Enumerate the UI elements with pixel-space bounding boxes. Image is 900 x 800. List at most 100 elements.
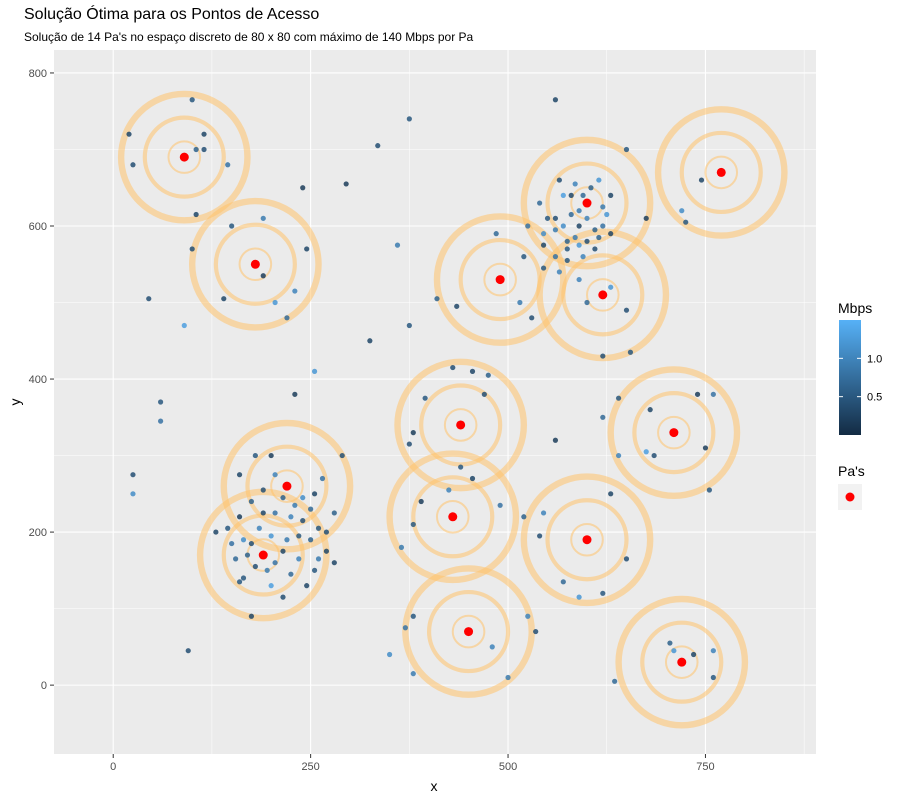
user-point [308, 537, 314, 543]
chart-title: Solução Ótima para os Pontos de Acesso [24, 6, 320, 23]
coverage-ring [142, 115, 226, 199]
user-point [126, 131, 132, 137]
user-point [300, 185, 306, 191]
user-point [343, 181, 349, 187]
x-axis-label: x [431, 778, 438, 794]
user-point [386, 651, 393, 658]
user-point [600, 223, 606, 229]
user-point [236, 579, 243, 585]
user-point [525, 613, 531, 619]
user-point [446, 487, 452, 493]
user-point [193, 211, 199, 218]
user-point [576, 223, 582, 229]
user-point [608, 231, 614, 237]
user-point [600, 414, 606, 420]
user-point [568, 192, 574, 198]
coverage-ring [433, 213, 567, 346]
user-point [268, 533, 274, 539]
user-point [710, 648, 716, 654]
user-point [568, 211, 574, 218]
user-point [552, 97, 559, 103]
user-point [272, 510, 278, 516]
pa-legend-title: Pa's [838, 463, 865, 479]
user-point [410, 430, 416, 436]
coverage-ring [520, 473, 654, 607]
y-tick-label: 0 [41, 680, 47, 692]
coverage-ring [443, 408, 478, 442]
user-point [248, 613, 255, 619]
user-point [623, 556, 630, 562]
coverage-ring [679, 130, 763, 215]
user-point [651, 452, 657, 459]
user-point [189, 246, 195, 252]
user-point [694, 391, 701, 397]
user-point [185, 648, 191, 654]
user-point [130, 162, 136, 168]
user-point [260, 273, 266, 279]
user-point [244, 552, 251, 558]
user-point [308, 506, 314, 512]
coverage-ring [426, 589, 511, 674]
user-point [406, 116, 412, 122]
user-point [292, 391, 298, 397]
coverage-ring [640, 620, 724, 704]
access-points [179, 152, 726, 667]
user-point [272, 560, 278, 566]
coverage-ring [704, 155, 739, 190]
user-point [450, 364, 456, 371]
x-tick-label: 500 [499, 761, 517, 773]
user-point [537, 200, 543, 206]
user-point [264, 567, 270, 573]
user-point [225, 525, 231, 531]
user-point [296, 533, 302, 539]
axes: 0 250 500 750 0 200 400 600 800 [29, 68, 715, 773]
user-point [280, 495, 286, 501]
user-point [592, 246, 598, 252]
chart-subtitle: Solução de 14 Pa's no espaço discreto de… [24, 30, 474, 44]
user-point [647, 407, 653, 413]
color-legend-label: 0.5 [867, 392, 882, 404]
coverage-ring [520, 136, 654, 270]
user-point [240, 537, 247, 543]
user-point [560, 223, 566, 229]
coverage-ring [221, 513, 305, 597]
user-point [710, 674, 716, 681]
user-point [158, 399, 164, 405]
user-point [564, 257, 570, 264]
coverage-ring [664, 645, 699, 679]
user-point [576, 242, 582, 248]
user-point [292, 288, 298, 294]
user-point [280, 594, 286, 600]
access-point [179, 152, 189, 162]
user-point [525, 223, 531, 229]
coverage-ring [545, 498, 629, 582]
user-point [367, 338, 373, 344]
user-point [284, 537, 290, 543]
user-point [552, 215, 559, 221]
user-point [130, 491, 136, 497]
user-point [296, 556, 302, 562]
user-point [521, 514, 527, 520]
access-point [258, 550, 268, 560]
user-point [544, 215, 551, 221]
user-point [537, 533, 543, 539]
user-point [485, 372, 491, 378]
user-point [319, 475, 326, 482]
coverage-ring [419, 383, 503, 467]
user-point [304, 246, 310, 252]
user-point [248, 498, 255, 505]
user-point [311, 491, 318, 497]
user-point [556, 177, 562, 183]
user-point [201, 146, 207, 153]
user-point [418, 498, 424, 505]
user-point [706, 487, 712, 493]
user-point [691, 651, 697, 658]
user-point [311, 567, 318, 573]
user-point [240, 575, 247, 581]
user-point [402, 625, 408, 631]
user-point [540, 242, 547, 248]
user-point [497, 502, 503, 508]
user-point [572, 181, 578, 187]
user-point [236, 472, 243, 478]
user-point [260, 487, 266, 493]
